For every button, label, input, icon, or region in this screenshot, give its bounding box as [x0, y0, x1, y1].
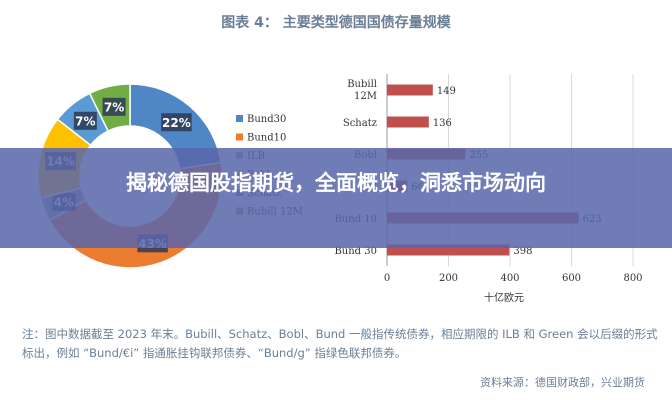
- x-tick-label: 200: [439, 273, 458, 284]
- legend-label: Bund30: [247, 114, 286, 125]
- chart-note: 注：图中数据截至 2023 年末。Bubill、Schatz、Bobl、Bund…: [22, 327, 658, 360]
- x-tick-label: 0: [384, 273, 390, 284]
- donut-data-label: 7%: [75, 114, 95, 128]
- bar-category-label: Schatz: [343, 118, 377, 129]
- legend-label: Bund10: [247, 133, 286, 144]
- legend-swatch: [236, 133, 243, 141]
- bar-value-label: 398: [513, 246, 532, 257]
- bar-value-label: 149: [437, 86, 456, 97]
- x-axis-title: 十亿欧元: [484, 291, 524, 304]
- x-tick-label: 400: [500, 273, 519, 284]
- overlay-banner: 揭秘德国股指期货，全面概览，洞悉市场动向: [0, 148, 672, 248]
- bar-category-label: Bund 30: [334, 246, 377, 257]
- bar-value-label: 136: [433, 118, 452, 129]
- bar-bund-30: [387, 244, 510, 256]
- donut-label-box: [102, 97, 126, 116]
- donut-label-box: [161, 113, 192, 132]
- donut-data-label: 22%: [162, 116, 191, 130]
- source-line: 资料来源：德国财政部，兴业期货: [480, 376, 645, 389]
- bar-bubill-12m: [387, 84, 433, 96]
- legend-swatch: [236, 115, 243, 122]
- bar-category-label: 12M: [354, 91, 377, 102]
- bar-category-label: Bubill: [347, 79, 377, 90]
- x-tick-label: 800: [623, 273, 642, 284]
- x-tick-label: 600: [562, 273, 581, 284]
- banner-headline: 揭秘德国股指期货，全面概览，洞悉市场动向: [126, 171, 546, 195]
- bar-schatz: [387, 116, 429, 128]
- donut-data-label: 7%: [104, 100, 124, 114]
- chart-title: 图表 4： 主要类型德国国债存量规模: [221, 15, 451, 31]
- donut-label-box: [73, 111, 97, 130]
